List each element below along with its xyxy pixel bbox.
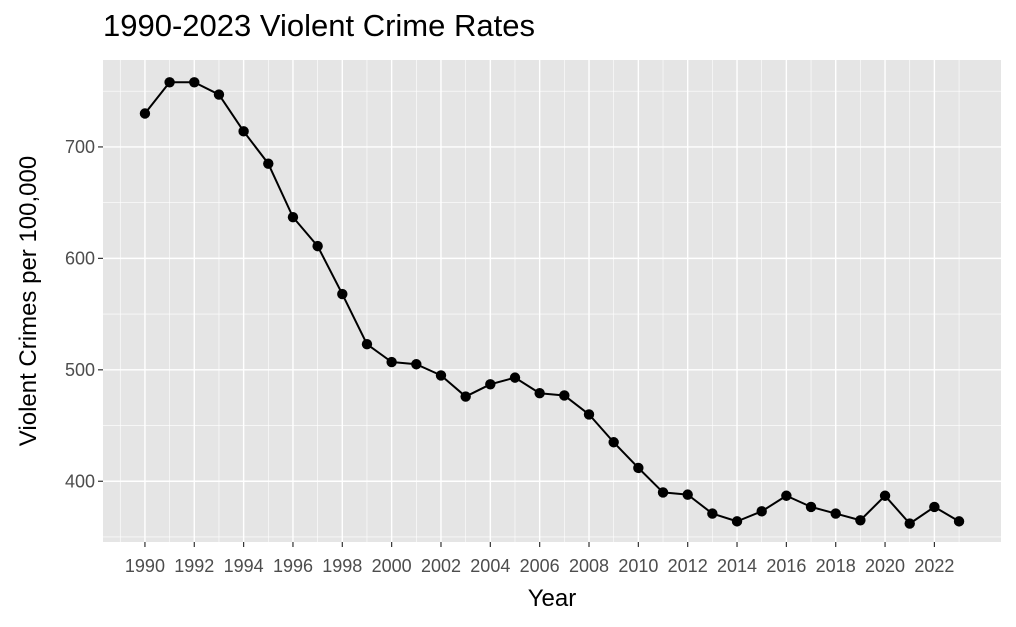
x-tick-label: 2018 [816, 556, 856, 576]
data-point [386, 356, 397, 368]
data-point [953, 516, 965, 527]
x-axis-title: Year [528, 585, 577, 612]
data-point [756, 506, 767, 517]
data-point [707, 508, 718, 519]
data-point [805, 501, 817, 513]
x-tick-label: 1994 [224, 556, 264, 576]
data-point [929, 501, 940, 513]
plot-panel [103, 60, 1001, 542]
data-point [164, 77, 175, 88]
data-point [509, 372, 521, 383]
data-point [855, 515, 866, 526]
data-point [633, 462, 644, 474]
data-point [879, 490, 891, 501]
data-point [411, 359, 422, 370]
data-point [287, 211, 299, 223]
data-point [682, 489, 693, 500]
data-point [904, 518, 915, 529]
major-gridlines [103, 60, 1001, 542]
x-tick-label: 1990 [125, 556, 165, 576]
data-point [312, 240, 323, 252]
data-point [657, 487, 669, 498]
data-point [781, 490, 792, 501]
y-tick-label: 500 [65, 360, 95, 380]
x-tick-label: 1992 [174, 556, 214, 576]
x-tick-label: 2016 [766, 556, 806, 576]
data-series [139, 77, 965, 529]
data-point [189, 77, 200, 88]
data-point [337, 288, 348, 300]
data-point [534, 388, 545, 399]
data-point [485, 379, 496, 390]
x-tick-label: 2022 [914, 556, 954, 576]
tick-labels: 1990 1992 1994 1996 1998 2000 2002 2004 2006 2008… [65, 137, 954, 576]
data-point [263, 158, 274, 169]
data-point [238, 126, 249, 137]
data-point [559, 390, 570, 401]
y-axis-title: Violent Crimes per 100,000 [15, 156, 42, 446]
minor-gridlines [103, 60, 1001, 542]
y-tick-label: 400 [65, 471, 95, 491]
axis-ticks [98, 146, 935, 547]
x-tick-label: 2010 [618, 556, 658, 576]
x-tick-label: 2020 [865, 556, 905, 576]
y-tick-label: 600 [65, 248, 95, 268]
x-tick-label: 2002 [421, 556, 461, 576]
data-point [460, 391, 471, 402]
data-point [139, 108, 151, 119]
data-point [583, 409, 595, 420]
chart-title: 1990-2023 Violent Crime Rates [103, 8, 535, 43]
data-point [361, 338, 373, 350]
x-tick-label: 2004 [470, 556, 510, 576]
x-tick-label: 2014 [717, 556, 757, 576]
x-tick-label: 1996 [273, 556, 313, 576]
data-point [830, 508, 841, 519]
data-point [213, 89, 225, 100]
x-tick-label: 2012 [668, 556, 708, 576]
x-tick-label: 2000 [372, 556, 412, 576]
data-point [731, 516, 743, 527]
data-point [435, 370, 447, 381]
x-tick-label: 1998 [322, 556, 362, 576]
data-point [608, 437, 619, 448]
y-tick-label: 700 [65, 137, 95, 157]
x-tick-label: 2008 [569, 556, 609, 576]
series-line [144, 81, 960, 525]
x-tick-label: 2006 [520, 556, 560, 576]
